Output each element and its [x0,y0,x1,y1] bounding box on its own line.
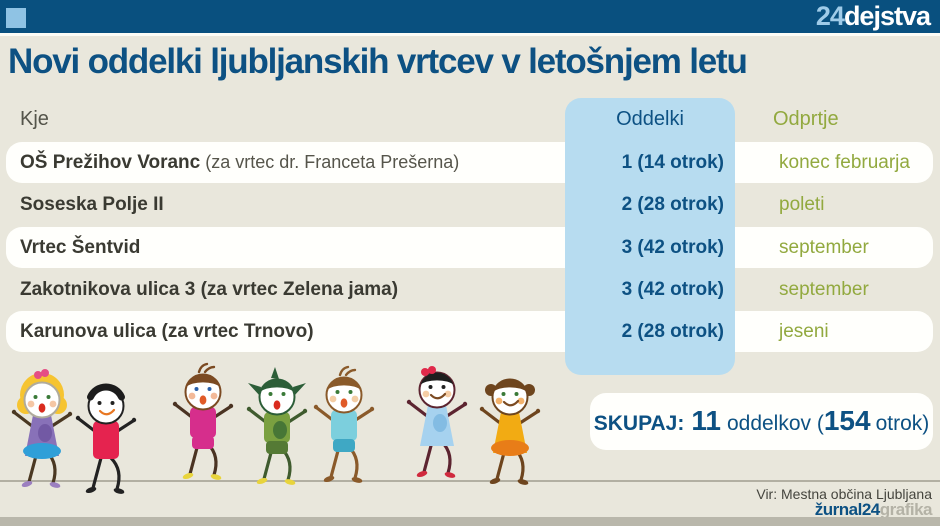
bottom-bar [0,517,940,526]
row-name-main: Zakotnikova ulica 3 (za vrtec Zelena jam… [20,279,399,300]
child-figure [246,367,308,485]
row-name-main: OŠ Prežihov Voranc [20,152,201,173]
row-opening-value: poleti [779,194,825,215]
column-header-sections: Oddelki [616,108,684,130]
column-header-where: Kje [20,108,49,130]
row-opening-value: september [779,279,869,300]
table-row: Zakotnikova ulica 3 (za vrtec Zelena jam… [6,269,933,310]
row-sections-value: 3 (42 otrok) [621,279,724,300]
source-text: Vir: Mestna občina Ljubljana [756,486,932,502]
row-opening-value: september [779,237,869,258]
summary-sections-word: oddelkov ( [726,412,824,435]
child-figure [75,383,137,494]
brand-logo-dejstva: dejstva [843,1,931,31]
row-opening-value: jeseni [779,321,829,342]
summary-box: SKUPAJ: 11 oddelkov (154 otrok) [590,393,933,450]
table-row: Soseska Polje II 2 (28 otrok) poleti [6,184,933,225]
child-figure [406,366,468,478]
credit-brand: žurnal24 [814,500,880,519]
row-opening-value: konec februarja [779,152,910,173]
row-sections-value: 2 (28 otrok) [621,194,724,215]
row-name: Zakotnikova ulica 3 (za vrtec Zelena jam… [20,269,403,310]
top-bar-underline [0,33,940,36]
child-figure [313,365,375,483]
row-name: Vrtec Šentvid [20,227,145,268]
column-header-opening: Odprtje [773,108,839,130]
table-row: Vrtec Šentvid 3 (42 otrok) september [6,227,933,268]
logo-square-icon [6,8,26,28]
credit-logo: žurnal24grafika [814,500,933,520]
children-illustration [11,362,541,494]
row-sections-value: 1 (14 otrok) [621,152,724,173]
row-name: Soseska Polje II [20,184,169,225]
sections-column-band [565,98,735,375]
summary-label: SKUPAJ: [593,412,685,435]
summary-sections-count: 11 [691,405,721,436]
row-name-note: (za vrtec dr. Franceta Prešerna) [205,152,460,172]
child-figure [11,369,73,488]
row-sections-value: 3 (42 otrok) [621,237,724,258]
row-name: OŠ Prežihov Voranc (za vrtec dr. Franceta… [20,142,459,183]
brand-logo: 24dejstva [815,0,931,33]
row-name-main: Karunova ulica (za vrtec Trnovo) [20,321,314,342]
brand-logo-24: 24 [815,1,845,31]
child-figure [479,378,541,485]
top-bar: 24dejstva [0,0,940,33]
page-title: Novi oddelki ljubljanskih vrtcev v letoš… [8,42,748,81]
row-name-main: Soseska Polje II [20,194,164,215]
summary-children-word: otrok) [875,412,930,435]
row-name-main: Vrtec Šentvid [20,237,141,258]
row-name: Karunova ulica (za vrtec Trnovo) [20,311,319,352]
credit-suffix: grafika [879,500,933,519]
row-sections-value: 2 (28 otrok) [621,321,724,342]
summary-children-count: 154 [823,405,871,436]
child-figure [172,362,234,480]
table-row: OŠ Prežihov Voranc (za vrtec dr. Franceta… [6,142,933,183]
table-row: Karunova ulica (za vrtec Trnovo) 2 (28 o… [6,311,933,352]
ground-line [0,480,940,482]
